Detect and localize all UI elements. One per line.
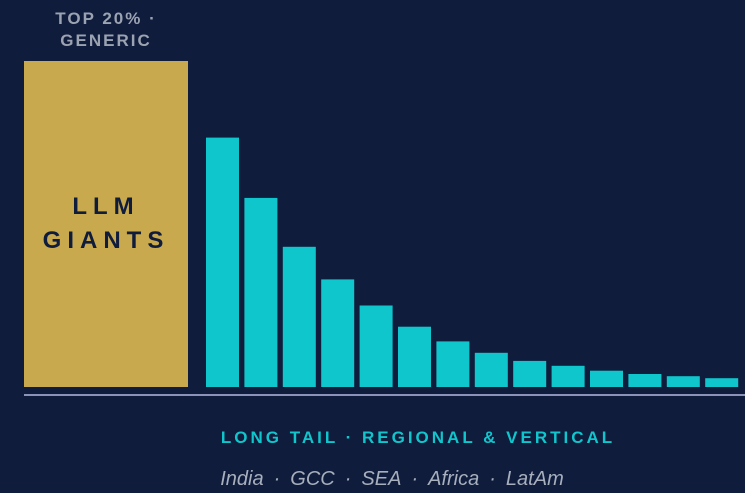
tail-bar-13	[666, 376, 700, 387]
tail-bar-3	[282, 246, 316, 387]
tail-bar-1	[206, 137, 239, 387]
region-list: India · GCC · SEA · Africa · LatAm	[0, 468, 745, 491]
tail-bar-6	[398, 326, 431, 387]
region-item: Africa	[428, 468, 480, 490]
tail-bars	[206, 137, 739, 387]
head-segment-label: TOP 20% · GENERIC	[55, 9, 157, 50]
region-item: LatAm	[505, 468, 564, 490]
region-item: SEA	[361, 468, 402, 490]
tail-bar-7	[436, 341, 470, 387]
tail-bar-10	[551, 365, 585, 387]
tail-bar-14	[705, 378, 739, 387]
tail-bar-5	[359, 305, 393, 387]
region-separator: ·	[344, 468, 352, 490]
tail-bar-12	[628, 374, 662, 387]
region-separator: ·	[489, 468, 496, 490]
long-tail-label: LONG TAIL · REGIONAL & VERTICAL	[220, 428, 616, 447]
tail-bar-2	[244, 197, 278, 387]
giant-bar-label: LLM GIANTS	[42, 193, 170, 254]
giant-bar	[24, 61, 188, 387]
region-separator: ·	[411, 468, 419, 490]
tail-bar-4	[321, 279, 355, 387]
tail-bar-11	[590, 370, 623, 387]
region-item: GCC	[290, 468, 335, 490]
region-separator: ·	[273, 468, 281, 490]
tail-bar-8	[474, 352, 508, 387]
region-item: India	[220, 468, 264, 490]
tail-bar-9	[513, 360, 547, 387]
